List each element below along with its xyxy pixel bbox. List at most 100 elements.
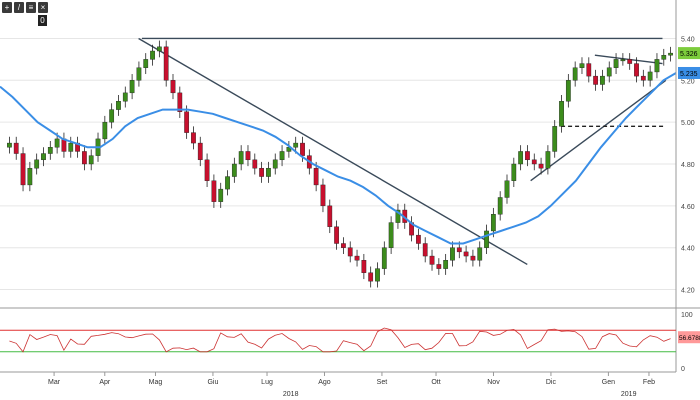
candle-body <box>41 153 46 161</box>
candle-body <box>231 163 237 177</box>
price-tick-label: 5.00 <box>681 120 695 127</box>
price-tick-label: 4.40 <box>681 246 695 253</box>
candle-body <box>7 142 12 148</box>
candle-body <box>668 52 673 56</box>
candle-body <box>245 151 251 161</box>
candle-body <box>54 138 60 148</box>
rsi-panel: 100 0 56.6788 <box>0 307 700 373</box>
candle-body <box>225 176 230 190</box>
candle-body <box>572 67 578 81</box>
candle-body <box>266 167 271 177</box>
candle-body <box>593 75 598 85</box>
candle-body <box>143 59 149 68</box>
candle-body <box>552 126 558 152</box>
rsi-tick-label: 100 <box>681 312 693 319</box>
candle-body <box>504 180 510 198</box>
candle-body <box>129 80 135 94</box>
plus-icon[interactable]: + <box>2 2 12 13</box>
candle-body <box>204 159 210 181</box>
candle-body <box>586 63 592 77</box>
close-icon[interactable]: × <box>38 2 48 13</box>
candle-body <box>518 151 524 165</box>
candle-body <box>184 111 190 133</box>
month-label: Apr <box>99 379 111 386</box>
candle-body <box>354 255 360 261</box>
candle-body <box>538 163 544 169</box>
candle-body <box>191 132 196 144</box>
candle-body <box>136 67 142 81</box>
rsi-line <box>9 327 671 353</box>
candle-body <box>293 142 299 148</box>
candle-body <box>634 63 639 77</box>
price-tick-label: 4.60 <box>681 204 695 211</box>
candle-body <box>613 59 619 68</box>
candle-body <box>177 92 183 112</box>
price-tick-label: 5.40 <box>681 36 695 43</box>
candle-body <box>531 159 537 165</box>
rsi-last-label: 56.6788 <box>679 335 700 342</box>
candle-body <box>484 230 489 248</box>
indicator-count-badge[interactable]: 0 <box>38 15 47 26</box>
month-label: Lug <box>261 379 273 386</box>
month-label: Set <box>377 379 388 386</box>
candle-body <box>627 59 633 64</box>
candle-body <box>606 67 612 77</box>
candles <box>7 40 673 288</box>
trendline-2 <box>530 79 667 182</box>
price-tick-label: 4.20 <box>681 288 695 295</box>
candle-body <box>347 247 353 257</box>
rsi-tick-label: 0 <box>681 366 685 373</box>
chart-toolbar: + / ≡ × <box>2 2 48 13</box>
candle-body <box>88 155 94 165</box>
candle-body <box>238 151 244 165</box>
candle-body <box>279 151 285 161</box>
candle-body <box>109 109 115 123</box>
candle-body <box>320 184 326 207</box>
candle-body <box>34 159 40 169</box>
candle-body <box>381 247 387 269</box>
candle-body <box>211 180 217 202</box>
candle-body <box>388 222 394 248</box>
candle-body <box>259 167 264 177</box>
candle-body <box>218 188 224 202</box>
candle-body <box>150 50 155 60</box>
last-price-label-bg <box>678 47 700 60</box>
candle-body <box>443 260 449 269</box>
settings-icon[interactable]: ≡ <box>26 2 36 13</box>
candle-body <box>436 264 442 269</box>
candle-body <box>20 153 26 186</box>
candle-body <box>565 80 571 102</box>
price-axis: 5.40 5.20 5.00 4.80 4.60 4.40 4.20 5.326 5.235 <box>675 0 700 372</box>
candle-body <box>477 247 483 261</box>
candle-body <box>545 151 551 169</box>
candle-body <box>661 55 667 60</box>
month-label: Nov <box>487 379 500 386</box>
last-price-label: 5.326 <box>680 51 698 58</box>
candle-body <box>450 247 455 261</box>
candle-body <box>102 121 108 140</box>
price-tick-label: 5.20 <box>681 78 695 85</box>
candle-body <box>490 214 496 232</box>
candle-body <box>429 255 435 265</box>
month-label: Feb <box>643 379 655 386</box>
month-label: Ago <box>318 379 331 386</box>
candle-body <box>47 147 53 154</box>
year-label: 2019 <box>621 391 637 398</box>
candle-body <box>341 243 346 248</box>
candle-body <box>647 71 653 81</box>
candle-body <box>252 159 258 169</box>
candle-body <box>416 234 421 244</box>
candle-body <box>272 159 278 169</box>
candle-body <box>497 197 503 215</box>
candle-body <box>368 272 374 282</box>
candle-body <box>68 142 74 152</box>
ma-value-label: 5.235 <box>680 71 698 78</box>
month-label: Mag <box>149 379 163 386</box>
candle-body <box>82 151 87 165</box>
draw-line-icon[interactable]: / <box>14 2 24 13</box>
candle-body <box>116 101 121 110</box>
month-label: Gen <box>602 379 615 386</box>
candle-body <box>334 226 339 244</box>
candle-body <box>640 75 646 81</box>
candle-body <box>654 59 660 73</box>
